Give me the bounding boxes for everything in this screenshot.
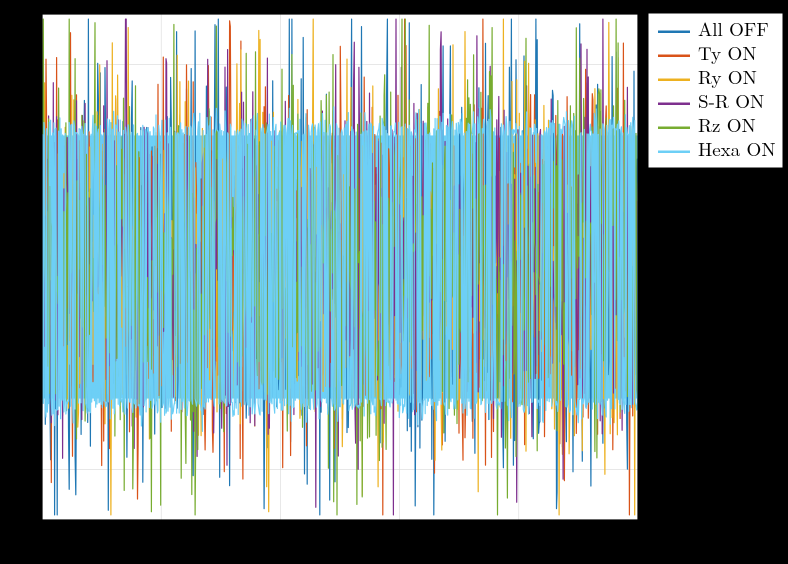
noise-chart: All OFFTy ONRy ONS-R ONRz ONHexa ON xyxy=(0,0,788,564)
legend-label-5: Hexa ON xyxy=(698,135,776,162)
chart-svg: All OFFTy ONRy ONS-R ONRz ONHexa ON xyxy=(0,0,788,559)
legend: All OFFTy ONRy ONS-R ONRz ONHexa ON xyxy=(648,13,783,168)
legend-label-3: S-R ON xyxy=(698,87,764,114)
legend-label-0: All OFF xyxy=(698,15,769,42)
legend-label-1: Ty ON xyxy=(698,39,757,66)
legend-label-2: Ry ON xyxy=(698,63,757,90)
legend-label-4: Rz ON xyxy=(698,111,756,138)
